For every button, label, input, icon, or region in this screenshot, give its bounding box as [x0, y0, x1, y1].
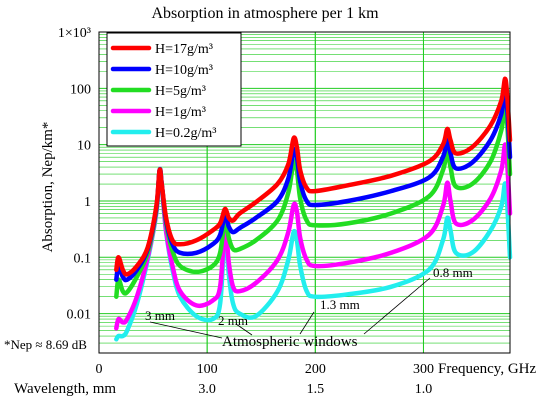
- y-tick-label: 10: [77, 139, 91, 154]
- y-tick-labels: 0.01 0.1 1 10 100 1×10³: [58, 26, 91, 323]
- legend: H=17g/m³ H=10g/m³ H=5g/m³ H=1g/m³ H=0.2g/m³: [106, 32, 242, 147]
- wavelength-tick-label: 3.0: [198, 382, 216, 397]
- y-tick-label: 0.01: [67, 308, 92, 323]
- window-1-3mm-label: 1.3 mm: [320, 297, 360, 312]
- x-tick-label: 300: [413, 362, 434, 377]
- legend-entry: H=0.2g/m³: [155, 126, 216, 141]
- legend-entry: H=1g/m³: [155, 105, 206, 120]
- legend-entry: H=17g/m³: [155, 42, 213, 57]
- x-axis-label: Frequency, GHz: [438, 361, 537, 377]
- atmospheric-windows-label: Atmospheric windows: [222, 334, 358, 350]
- wavelength-axis-label: Wavelength, mm: [14, 381, 116, 397]
- window-0-8mm-label: 0.8 mm: [433, 265, 473, 280]
- y-axis-label: Absorption, Nep/km*: [40, 122, 56, 253]
- series-layer: [114, 76, 513, 342]
- atmospheric-windows-annotation: 3 mm 2 mm 1.3 mm 0.8 mm Atmospheric wind…: [145, 265, 473, 350]
- legend-entry: H=10g/m³: [155, 63, 213, 78]
- x-tick-label: 0: [96, 362, 103, 377]
- wavelength-tick-labels: 3.0 1.5 1.0: [198, 382, 432, 397]
- y-tick-label: 100: [70, 82, 91, 97]
- footnote: *Nep ≈ 8.69 dB: [4, 337, 87, 352]
- window-3mm-label: 3 mm: [145, 308, 175, 323]
- x-tick-label: 200: [305, 362, 326, 377]
- y-tick-label: 0.1: [74, 251, 92, 266]
- y-tick-label: 1×10³: [58, 26, 91, 41]
- plot-frame: [98, 31, 511, 354]
- chart-title: Absorption in atmosphere per 1 km: [151, 5, 379, 22]
- legend-entry: H=5g/m³: [155, 84, 206, 99]
- window-2mm-label: 2 mm: [218, 313, 248, 328]
- series-line-0: [114, 76, 513, 277]
- wavelength-tick-label: 1.0: [415, 382, 433, 397]
- x-tick-labels: 0 100 200 300: [96, 362, 434, 377]
- x-tick-label: 100: [197, 362, 218, 377]
- y-tick-label: 1: [84, 195, 91, 210]
- wavelength-tick-label: 1.5: [307, 382, 325, 397]
